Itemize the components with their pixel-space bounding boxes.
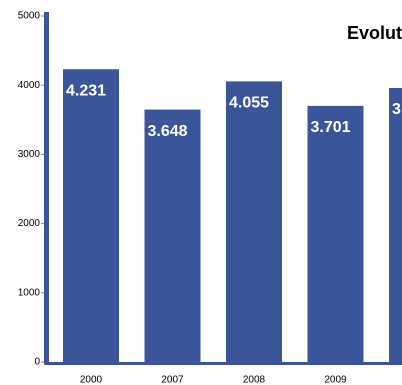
- bar: [144, 109, 201, 362]
- y-tick-label: 4000: [18, 80, 41, 91]
- y-tick-label: 5000: [18, 11, 41, 22]
- x-tick-label: 2007: [161, 375, 184, 385]
- bar: [63, 69, 119, 363]
- value-label: 3: [392, 101, 401, 118]
- x-tick-label: 2009: [324, 375, 347, 385]
- chart-title: Evolut: [347, 23, 402, 43]
- value-label: 3.648: [148, 123, 188, 140]
- x-tick-label: 2000: [80, 375, 103, 385]
- y-tick-label: 1000: [18, 287, 41, 298]
- y-tick-label: 3000: [18, 149, 41, 160]
- x-tick-label: 2008: [243, 375, 266, 385]
- value-label: 4.231: [66, 82, 106, 99]
- y-tick-label: 0: [34, 357, 40, 368]
- bar: [389, 87, 402, 362]
- x-axis: [44, 362, 402, 365]
- y-axis: [44, 12, 49, 362]
- value-label: 3.701: [311, 119, 351, 136]
- value-label: 4.055: [229, 95, 269, 112]
- bar: [307, 105, 364, 362]
- y-tick-label: 2000: [18, 218, 41, 229]
- bar: [226, 81, 282, 363]
